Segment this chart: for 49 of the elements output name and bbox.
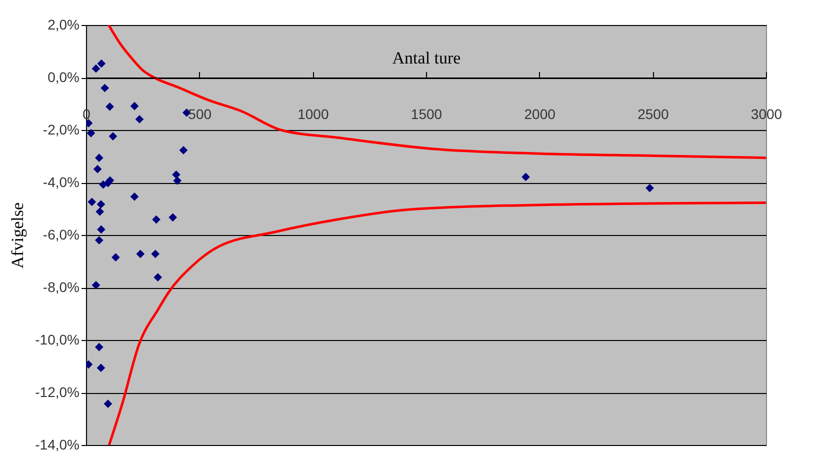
point [522, 172, 530, 182]
y-tick-label: -12,0% [35, 384, 80, 400]
line-series [108, 201, 766, 445]
point [88, 198, 96, 206]
point [96, 200, 106, 208]
point [136, 250, 145, 258]
point [96, 207, 104, 216]
x-tick-label: 2000 [524, 106, 556, 122]
point [94, 154, 104, 162]
y-axis-title: Afvigelse [8, 202, 28, 269]
point [152, 215, 160, 224]
point [130, 102, 139, 110]
point [173, 176, 182, 185]
point [172, 170, 180, 179]
y-tick-label: -2,0% [42, 122, 80, 138]
point [94, 342, 104, 352]
y-tick-label: -10,0% [35, 332, 80, 348]
point [168, 213, 177, 222]
point [96, 364, 106, 372]
y-tick-label: 2,0% [48, 16, 80, 32]
point [94, 236, 104, 244]
y-tick-label: -4,0% [42, 174, 80, 190]
x-tick-label: 2500 [638, 106, 669, 122]
point [154, 273, 162, 282]
point [86, 128, 96, 138]
y-tick-label: -8,0% [42, 279, 80, 295]
x-axis-title: Antal ture [392, 48, 461, 68]
point [130, 192, 139, 201]
point [92, 280, 100, 290]
point [97, 225, 106, 234]
point [104, 400, 112, 408]
point [92, 64, 100, 73]
point [135, 115, 144, 124]
point [106, 102, 114, 111]
x-tick-label: 1500 [410, 106, 442, 122]
point [93, 164, 102, 174]
x-tick-label: 3000 [750, 106, 782, 122]
point [151, 250, 160, 258]
x-tick-label: 500 [188, 106, 212, 122]
point [179, 146, 188, 154]
point [112, 253, 120, 262]
point [108, 132, 118, 140]
y-tick-label: -6,0% [42, 226, 80, 242]
y-tick-label: -14,0% [35, 436, 80, 452]
point [646, 184, 654, 192]
point [97, 59, 106, 68]
point [100, 84, 109, 92]
y-tick-label: 0,0% [48, 69, 80, 85]
x-tick-label: 1000 [298, 106, 329, 122]
